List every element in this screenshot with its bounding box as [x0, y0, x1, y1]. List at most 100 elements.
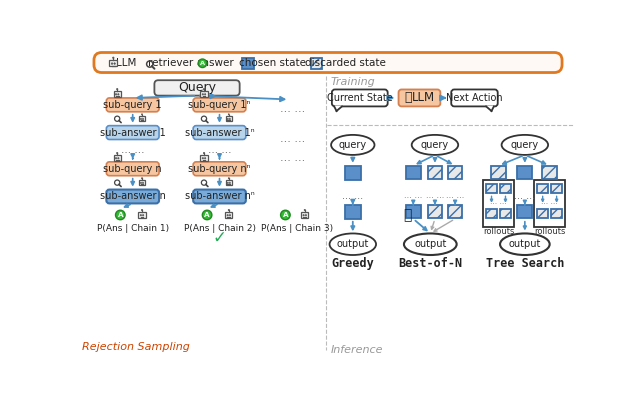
FancyBboxPatch shape — [310, 58, 322, 69]
Circle shape — [114, 63, 115, 64]
Circle shape — [115, 94, 116, 95]
Text: query: query — [511, 140, 539, 150]
FancyBboxPatch shape — [428, 166, 442, 179]
FancyBboxPatch shape — [106, 190, 159, 203]
Text: A: A — [200, 61, 205, 66]
Polygon shape — [334, 107, 342, 111]
Text: discarded state: discarded state — [305, 58, 387, 68]
FancyBboxPatch shape — [542, 166, 557, 179]
FancyBboxPatch shape — [451, 89, 498, 107]
Circle shape — [141, 178, 143, 179]
FancyBboxPatch shape — [225, 212, 232, 218]
Text: Rejection Sampling: Rejection Sampling — [82, 342, 189, 352]
Text: ... ...: ... ... — [490, 197, 507, 205]
Text: sub-answer 1: sub-answer 1 — [100, 128, 166, 138]
Circle shape — [228, 178, 229, 179]
FancyBboxPatch shape — [113, 91, 121, 97]
Circle shape — [116, 89, 118, 90]
Text: A: A — [118, 212, 123, 218]
FancyBboxPatch shape — [486, 209, 497, 218]
Text: P(Ans | Chain 2): P(Ans | Chain 2) — [184, 224, 255, 233]
FancyBboxPatch shape — [551, 184, 562, 194]
FancyBboxPatch shape — [500, 209, 511, 218]
FancyBboxPatch shape — [193, 162, 246, 176]
FancyBboxPatch shape — [243, 58, 254, 69]
FancyBboxPatch shape — [94, 53, 562, 73]
Text: ... ...: ... ... — [426, 191, 444, 200]
Text: rollouts: rollouts — [483, 227, 514, 237]
Ellipse shape — [412, 135, 458, 155]
Circle shape — [227, 119, 228, 120]
Circle shape — [202, 158, 204, 159]
FancyBboxPatch shape — [428, 205, 442, 218]
Circle shape — [228, 114, 229, 115]
Circle shape — [142, 182, 143, 184]
Circle shape — [204, 94, 206, 95]
Text: Current State: Current State — [327, 93, 393, 103]
FancyBboxPatch shape — [193, 98, 246, 112]
Ellipse shape — [500, 233, 550, 255]
Text: sub-query n: sub-query n — [104, 164, 162, 174]
Circle shape — [115, 210, 125, 220]
Text: ... ...: ... ... — [446, 191, 464, 200]
Ellipse shape — [502, 135, 548, 155]
Circle shape — [140, 182, 141, 184]
Text: Greedy: Greedy — [332, 257, 374, 270]
Text: chosen state: chosen state — [239, 58, 306, 68]
Circle shape — [280, 210, 290, 220]
Text: ✓: ✓ — [212, 229, 227, 247]
Circle shape — [204, 158, 206, 159]
Text: Query: Query — [178, 81, 216, 95]
FancyBboxPatch shape — [138, 212, 146, 218]
FancyBboxPatch shape — [106, 98, 159, 112]
Text: ... ...: ... ... — [342, 191, 364, 201]
Ellipse shape — [404, 233, 457, 255]
FancyBboxPatch shape — [537, 184, 548, 194]
Text: sub-answer nⁿ: sub-answer nⁿ — [184, 192, 254, 201]
FancyBboxPatch shape — [500, 184, 511, 194]
Text: ... ...: ... ... — [280, 134, 306, 144]
Circle shape — [141, 209, 143, 211]
FancyBboxPatch shape — [113, 155, 121, 161]
Text: ... ...: ... ... — [280, 153, 306, 163]
Circle shape — [118, 94, 119, 95]
Text: sub-answer n: sub-answer n — [100, 192, 166, 201]
Text: LLM: LLM — [412, 91, 435, 105]
FancyBboxPatch shape — [106, 126, 159, 140]
Circle shape — [140, 119, 141, 120]
Circle shape — [228, 209, 229, 211]
FancyBboxPatch shape — [448, 205, 463, 218]
Text: A: A — [204, 212, 210, 218]
Circle shape — [229, 182, 230, 184]
Text: 🏅: 🏅 — [403, 208, 412, 222]
FancyBboxPatch shape — [225, 180, 232, 185]
FancyBboxPatch shape — [154, 80, 239, 96]
Circle shape — [198, 59, 207, 67]
Text: output: output — [509, 239, 541, 249]
Text: ... ...: ... ... — [121, 144, 145, 154]
Circle shape — [204, 89, 205, 90]
Circle shape — [143, 215, 144, 216]
Circle shape — [116, 152, 118, 154]
FancyBboxPatch shape — [106, 162, 159, 176]
Circle shape — [111, 63, 113, 64]
Text: Next Action: Next Action — [446, 93, 503, 103]
FancyBboxPatch shape — [301, 212, 308, 218]
Text: ... ...: ... ... — [208, 144, 231, 154]
Text: LLM: LLM — [116, 58, 137, 68]
FancyBboxPatch shape — [537, 209, 548, 218]
Text: answer: answer — [196, 58, 234, 68]
Circle shape — [303, 215, 305, 216]
Text: query: query — [421, 140, 449, 150]
FancyBboxPatch shape — [345, 166, 360, 180]
Circle shape — [229, 215, 230, 216]
Circle shape — [227, 215, 228, 216]
Ellipse shape — [331, 135, 374, 155]
FancyBboxPatch shape — [551, 209, 562, 218]
Text: Best-of-N: Best-of-N — [398, 257, 462, 270]
Circle shape — [204, 152, 205, 154]
FancyBboxPatch shape — [200, 91, 208, 97]
Circle shape — [142, 119, 143, 120]
FancyBboxPatch shape — [518, 166, 532, 179]
Text: ... ...: ... ... — [515, 191, 536, 201]
